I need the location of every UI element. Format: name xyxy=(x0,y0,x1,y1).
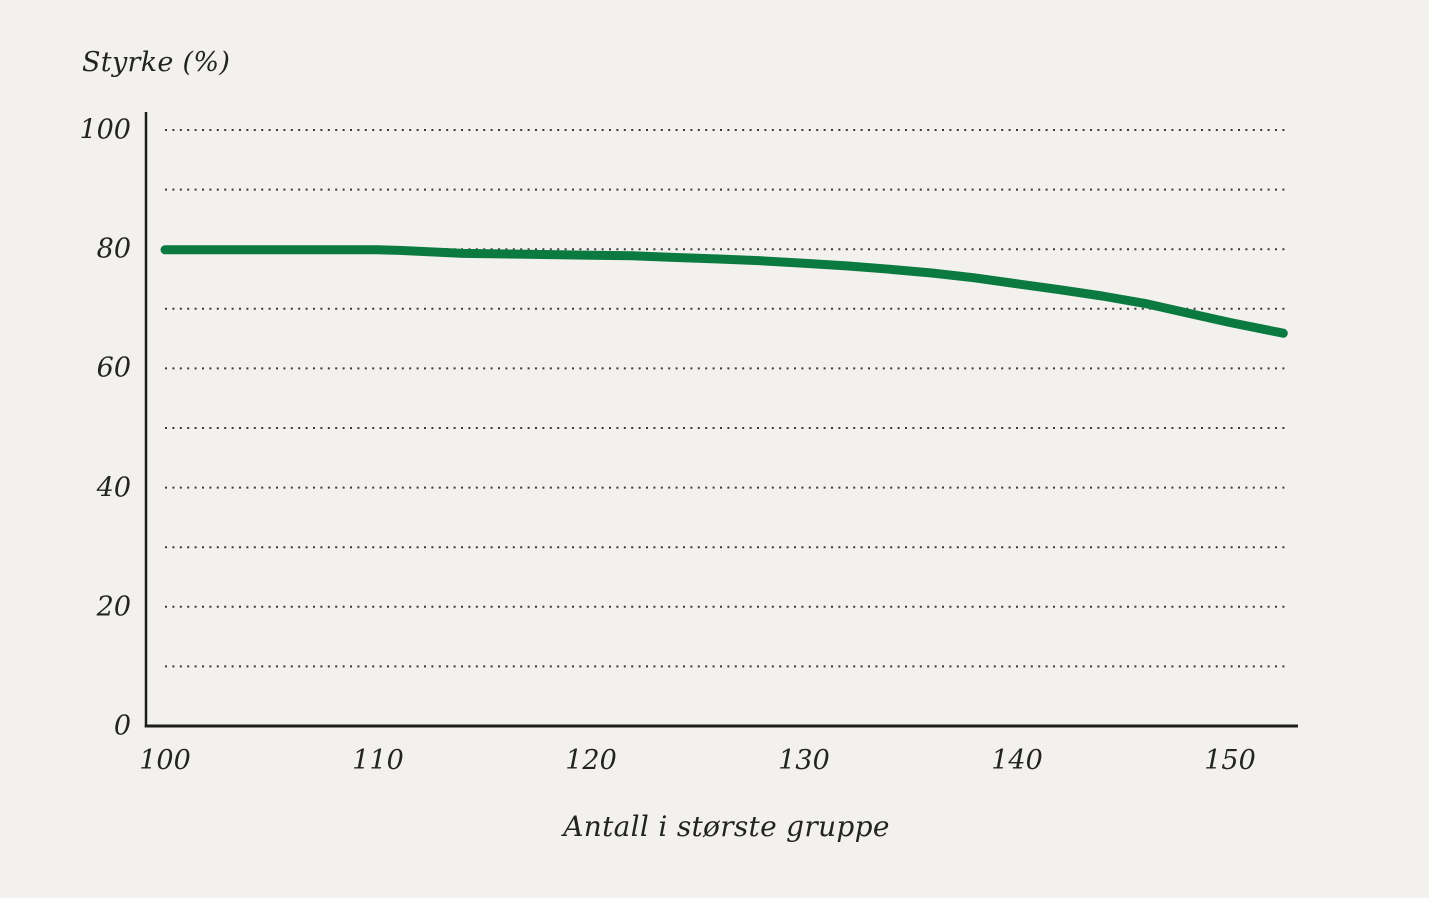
y-tick-label-0: 0 xyxy=(113,710,131,742)
x-axis-title: Antall i største gruppe xyxy=(563,810,890,843)
x-tick-label-100: 100 xyxy=(139,745,191,776)
x-tick-label-110: 110 xyxy=(352,745,404,776)
y-tick-label-80: 80 xyxy=(96,233,131,265)
y-tick-label-20: 20 xyxy=(96,591,131,623)
y-tick-label-100: 100 xyxy=(79,114,131,146)
y-tick-label-40: 40 xyxy=(96,472,131,504)
y-axis-title: Styrke (%) xyxy=(82,47,231,78)
series-line-styrke xyxy=(160,245,1288,338)
x-tick-label-120: 120 xyxy=(565,745,617,776)
y-tick-label-60: 60 xyxy=(96,352,131,384)
x-tick-label-150: 150 xyxy=(1204,745,1256,776)
x-tick-label-140: 140 xyxy=(991,745,1043,776)
x-tick-label-130: 130 xyxy=(778,745,830,776)
